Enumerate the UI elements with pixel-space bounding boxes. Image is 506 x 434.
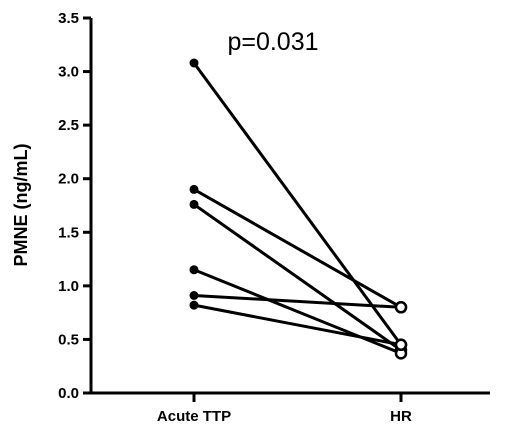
y-ticks: 0.0 0.5 1.0 1.5 2.0 2.5 3.0 3.5	[58, 10, 91, 402]
y-tick-label: 1.5	[58, 224, 79, 241]
series-line	[193, 303, 402, 347]
data-point-acute	[189, 265, 199, 275]
x-tick-label: HR	[390, 408, 412, 425]
data-point-hr	[394, 301, 408, 314]
x-tick-label: Acute TTP	[157, 408, 231, 425]
y-tick-label: 2.0	[58, 171, 79, 188]
x-ticks: Acute TTP HR	[157, 393, 412, 425]
data-point-acute	[189, 291, 199, 300]
series-pair	[189, 291, 408, 314]
series-pair	[189, 300, 408, 352]
y-tick-label: 0.0	[58, 385, 79, 402]
data-point-acute	[189, 184, 199, 194]
series-line	[193, 294, 402, 309]
p-value-annotation: p=0.031	[227, 28, 318, 56]
series-line	[193, 203, 402, 352]
y-tick-label: 2.5	[58, 117, 79, 134]
series-pair	[189, 199, 408, 357]
y-tick-label: 3.5	[58, 10, 79, 27]
y-tick-label: 0.5	[58, 331, 79, 348]
series-line	[192, 62, 403, 346]
data-point-hr	[394, 338, 408, 352]
y-axis-title: PMNE (ng/mL)	[11, 144, 31, 267]
y-tick-label: 1.0	[58, 278, 79, 295]
series-line	[193, 188, 402, 309]
data-point-acute	[189, 199, 199, 209]
y-tick-label: 3.0	[58, 64, 79, 81]
axes	[89, 18, 490, 395]
data-point-acute	[189, 300, 199, 310]
data-point-acute	[189, 58, 199, 68]
series	[189, 58, 408, 360]
